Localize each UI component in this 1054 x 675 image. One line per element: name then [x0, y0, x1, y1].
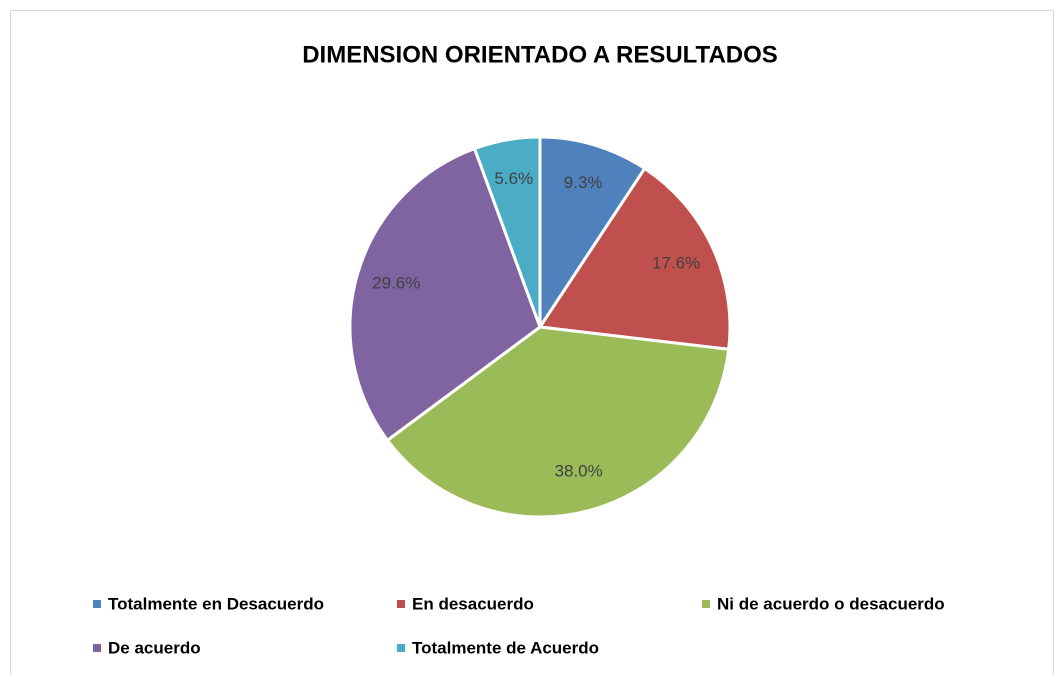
data-label: 5.6% — [494, 169, 533, 188]
legend-swatch — [397, 600, 405, 608]
data-label: 29.6% — [372, 274, 420, 293]
legend-label: Totalmente de Acuerdo — [412, 638, 599, 657]
pie-slice — [348, 146, 542, 443]
data-label: 17.6% — [652, 253, 700, 272]
pie-slice — [538, 135, 647, 332]
legend-label: Ni de acuerdo o desacuerdo — [717, 594, 945, 613]
pie-slice — [537, 166, 732, 351]
chart-title: DIMENSION ORIENTADO A RESULTADOS — [302, 41, 778, 68]
legend-label: En desacuerdo — [412, 594, 534, 613]
legend-label: De acuerdo — [108, 638, 201, 657]
legend-swatch — [702, 600, 710, 608]
legend-swatch — [93, 644, 101, 652]
data-label: 38.0% — [555, 461, 603, 480]
data-label: 9.3% — [564, 173, 603, 192]
pie-slice — [385, 325, 731, 519]
legend-label: Totalmente en Desacuerdo — [108, 594, 324, 613]
pie-slice — [472, 135, 542, 328]
legend-swatch — [93, 600, 101, 608]
legend-swatch — [397, 644, 405, 652]
